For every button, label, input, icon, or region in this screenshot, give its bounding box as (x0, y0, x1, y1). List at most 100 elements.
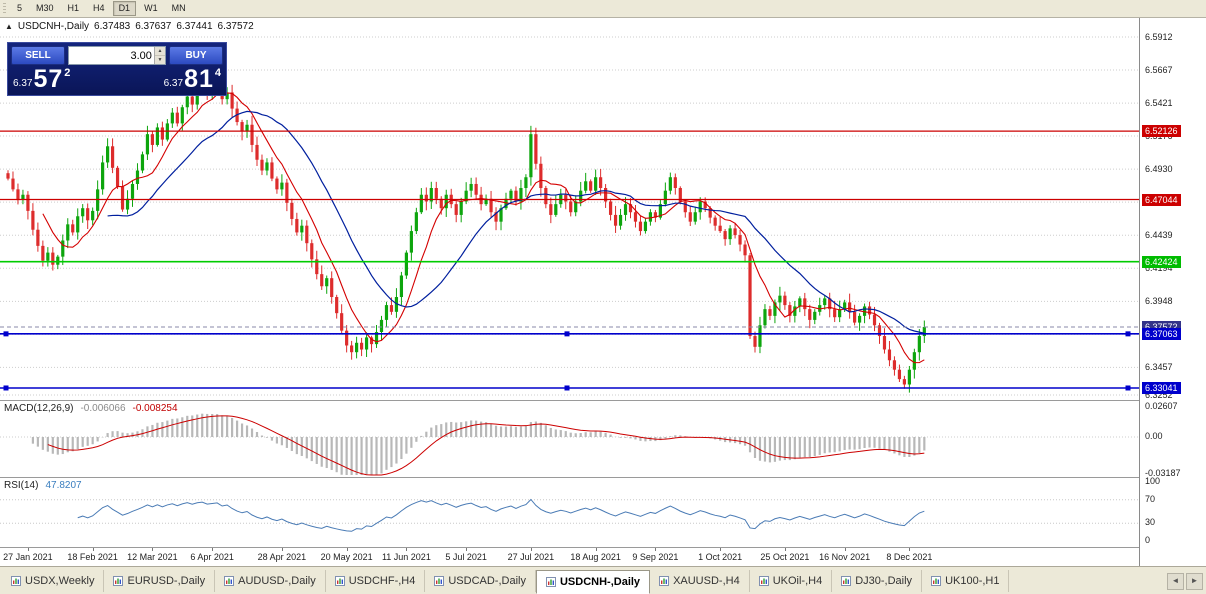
buy-button[interactable]: BUY (169, 46, 223, 65)
tab-dj30-daily[interactable]: DJ30-,Daily (832, 570, 923, 592)
date-tick (406, 548, 408, 551)
tab-usdcad-daily[interactable]: USDCAD-,Daily (425, 570, 536, 592)
tab-xauusd-h4[interactable]: XAUUSD-,H4 (650, 570, 750, 592)
date-tick (655, 548, 657, 551)
tab-scroll-right-button[interactable]: ► (1186, 573, 1203, 590)
volume-input[interactable] (69, 47, 154, 64)
date-axis-label: 20 May 2021 (320, 552, 373, 562)
tab-scroll-buttons: ◄ ► (1167, 573, 1203, 590)
hline-handle[interactable] (3, 385, 9, 391)
price-axis-label: 6.3252 (1145, 390, 1173, 400)
chart-workspace: ▲ USDCNH-,Daily 6.37483 6.37637 6.37441 6.375… (0, 18, 1206, 566)
tab-ukoil-h4[interactable]: UKOil-,H4 (750, 570, 833, 592)
volume-decrease-button[interactable]: ▼ (154, 56, 165, 64)
date-tick (720, 548, 722, 551)
date-tick (346, 548, 348, 551)
tab-label: USDX,Weekly (25, 575, 95, 587)
trade-panel-collapse-arrow[interactable]: ▲ (5, 22, 13, 31)
hline-handle[interactable] (1125, 331, 1131, 337)
date-tick (92, 548, 94, 551)
timeframe-button-h1[interactable]: H1 (61, 1, 86, 16)
date-axis-label: 6 Apr 2021 (190, 552, 234, 562)
ohlc-low: 6.37441 (176, 21, 213, 32)
macd-title: MACD(12,26,9) -0.006066 -0.008254 (4, 403, 178, 414)
macd-axis-label: -0.03187 (1145, 467, 1181, 478)
price-badge: 6.42424 (1142, 255, 1181, 268)
rsi-axis-label: 70 (1145, 493, 1156, 504)
price-badge: 6.37063 (1142, 327, 1181, 340)
tab-usdcnh-daily[interactable]: USDCNH-,Daily (535, 570, 651, 594)
rsi-title: RSI(14) 47.8207 (4, 480, 82, 491)
tab-usdx-weekly[interactable]: USDX,Weekly (2, 570, 105, 592)
sell-button[interactable]: SELL (11, 46, 65, 65)
chart-tab-icon (758, 576, 769, 586)
timeframe-button-h4[interactable]: H4 (87, 1, 111, 16)
toolbar-drag-handle[interactable] (3, 3, 6, 14)
macd-axis-label: 0.02607 (1145, 401, 1178, 412)
chart-tab-icon (434, 576, 445, 586)
chart-tab-icon (113, 576, 124, 586)
rsi-svg[interactable] (0, 478, 1139, 547)
date-axis-label: 8 Dec 2021 (886, 552, 933, 562)
tab-audusd-daily[interactable]: AUDUSD-,Daily (215, 570, 326, 592)
rsi-pane: RSI(14) 47.8207 (0, 477, 1139, 547)
macd-signal-line (47, 415, 925, 476)
hline-handle[interactable] (564, 385, 570, 391)
candles (6, 78, 926, 393)
macd-histogram (31, 413, 926, 475)
timeframe-button-5[interactable]: 5 (11, 1, 29, 16)
tab-eurusd-daily[interactable]: EURUSD-,Daily (104, 570, 216, 592)
price-badge: 6.47044 (1142, 193, 1181, 206)
date-tick (466, 548, 468, 551)
tab-label: USDCAD-,Daily (448, 575, 526, 587)
date-tick (27, 548, 29, 551)
timeframe-button-w1[interactable]: W1 (138, 1, 164, 16)
hline-handle[interactable] (564, 331, 570, 337)
rsi-axis-label: 30 (1145, 517, 1156, 528)
price-axis-label: 6.5912 (1145, 32, 1173, 42)
hline-handle[interactable] (1125, 385, 1131, 391)
one-click-trading-panel: SELL ▲ ▼ BUY 6.37572 6.378 (7, 42, 227, 96)
macd-signal-value: -0.008254 (132, 403, 178, 414)
buy-price-display: 6.37 81 4 (163, 65, 221, 93)
macd-svg[interactable] (0, 401, 1139, 477)
volume-spinner: ▲ ▼ (153, 47, 165, 64)
price-axis[interactable]: 6.59126.56676.54216.51766.49306.46856.44… (1141, 18, 1206, 566)
sell-price-display: 6.37 57 2 (13, 65, 71, 93)
timeframe-button-m30[interactable]: M30 (30, 1, 60, 16)
tab-label: USDCHF-,H4 (348, 575, 416, 587)
chart-tab-icon (11, 576, 21, 586)
volume-increase-button[interactable]: ▲ (154, 47, 165, 56)
tab-scroll-left-button[interactable]: ◄ (1167, 573, 1184, 590)
rsi-value: 47.8207 (45, 480, 82, 491)
ohlc-close: 6.37572 (217, 21, 254, 32)
tab-label: DJ30-,Daily (855, 575, 913, 587)
chart-tab-icon (334, 576, 345, 586)
date-axis-label: 28 Apr 2021 (257, 552, 307, 562)
ma-slow-line (107, 110, 925, 334)
chart-tab-icon (931, 576, 942, 586)
date-axis-label: 9 Sep 2021 (632, 552, 679, 562)
tab-label: EURUSD-,Daily (127, 575, 206, 587)
main-chart-pane: ▲ USDCNH-,Daily 6.37483 6.37637 6.37441 6.375… (0, 18, 1139, 400)
date-tick (784, 548, 786, 551)
price-badge: 6.33041 (1142, 381, 1181, 394)
chart-tab-icon (841, 576, 852, 586)
hline-handle[interactable] (3, 331, 9, 337)
date-axis-label: 12 Mar 2021 (127, 552, 178, 562)
tab-usdchf-h4[interactable]: USDCHF-,H4 (326, 570, 426, 592)
date-axis[interactable]: 27 Jan 2021 18 Feb 2021 12 Mar 2021 6 Apr 2… (0, 547, 1139, 566)
date-axis-label: 27 Jul 2021 (507, 552, 555, 562)
tab-label: USDCNH-,Daily (559, 576, 641, 588)
tab-label: AUDUSD-,Daily (238, 575, 316, 587)
date-tick (530, 548, 532, 551)
date-tick (152, 548, 154, 551)
timeframe-button-d1[interactable]: D1 (112, 1, 137, 16)
bid-ask-prices: 6.37 57 2 6.37 81 4 (11, 67, 223, 92)
tab-uk100-h1[interactable]: UK100-,H1 (922, 570, 1010, 592)
date-axis-label: 11 Jun 2021 (381, 552, 431, 562)
main-chart-svg[interactable] (0, 18, 1139, 400)
ohlc-high: 6.37637 (135, 21, 172, 32)
timeframe-button-mn[interactable]: MN (165, 1, 192, 16)
timeframe-toolbar: 5 M30 H1 H4 D1 W1 MN (0, 0, 1206, 18)
